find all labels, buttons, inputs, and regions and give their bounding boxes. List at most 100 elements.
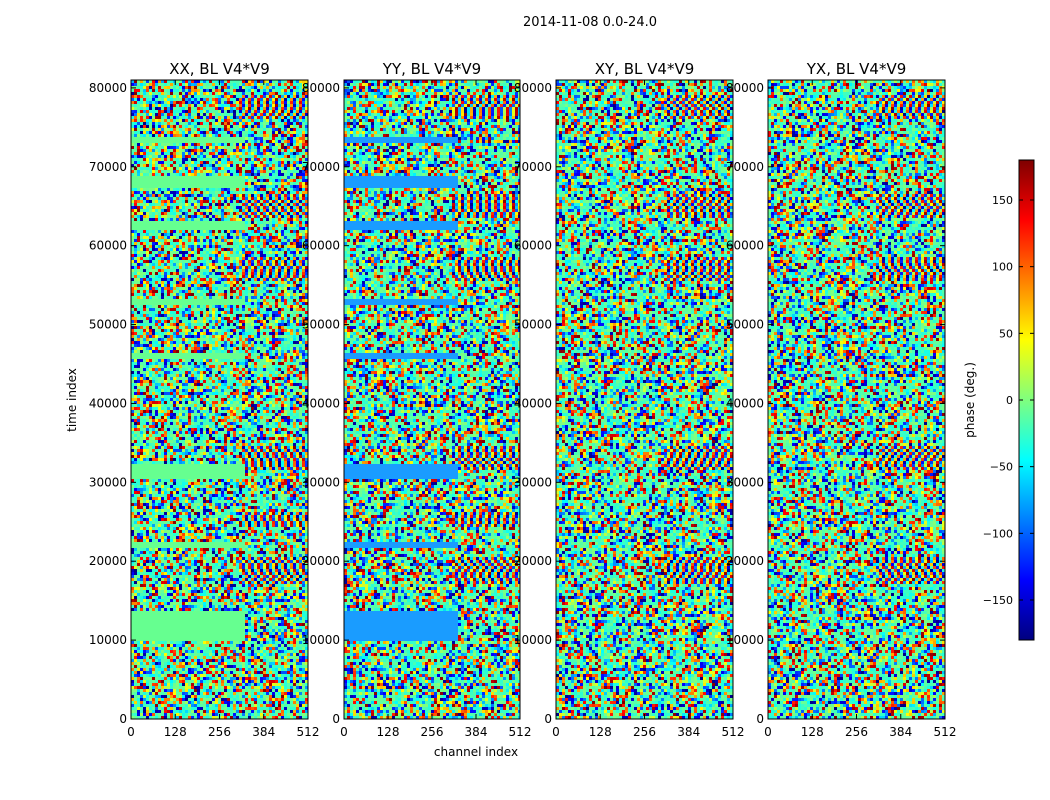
heatmap-cell bbox=[224, 311, 227, 314]
heatmap-cell bbox=[260, 227, 263, 230]
heatmap-cell bbox=[182, 116, 185, 119]
heatmap-cell bbox=[302, 290, 305, 293]
heatmap-cell bbox=[131, 140, 134, 143]
heatmap-cell bbox=[248, 146, 251, 149]
heatmap-cell bbox=[161, 194, 164, 197]
heatmap-cell bbox=[281, 296, 284, 299]
heatmap-cell bbox=[155, 92, 158, 95]
heatmap-cell bbox=[206, 239, 209, 242]
heatmap-cell bbox=[284, 110, 287, 113]
heatmap-cell bbox=[206, 332, 209, 335]
heatmap-cell bbox=[251, 83, 254, 86]
heatmap-cell bbox=[209, 137, 212, 140]
heatmap-cell bbox=[290, 239, 293, 242]
heatmap-cell bbox=[137, 86, 140, 89]
heatmap-cell bbox=[302, 185, 305, 188]
heatmap-cell bbox=[149, 203, 152, 206]
heatmap-cell bbox=[281, 194, 284, 197]
heatmap-cell bbox=[179, 218, 182, 221]
heatmap-cell bbox=[137, 230, 140, 233]
heatmap-cell bbox=[281, 218, 284, 221]
heatmap-cell bbox=[272, 308, 275, 311]
heatmap-cell bbox=[170, 212, 173, 215]
heatmap-cell bbox=[251, 155, 254, 158]
heatmap-cell bbox=[131, 122, 134, 125]
heatmap-cell bbox=[209, 152, 212, 155]
heatmap-cell bbox=[293, 251, 296, 254]
heatmap-cell bbox=[158, 284, 161, 287]
heatmap-cell bbox=[176, 236, 179, 239]
heatmap-cell bbox=[260, 170, 263, 173]
heatmap-cell bbox=[200, 212, 203, 215]
heatmap-cell bbox=[158, 233, 161, 236]
heatmap-cell bbox=[257, 224, 260, 227]
heatmap-cell bbox=[203, 218, 206, 221]
heatmap-cell bbox=[260, 302, 263, 305]
heatmap-cell bbox=[305, 290, 308, 293]
heatmap-cell bbox=[254, 179, 257, 182]
heatmap-cell bbox=[191, 323, 194, 326]
heatmap-cell bbox=[131, 119, 134, 122]
heatmap-cell bbox=[257, 188, 260, 191]
heatmap-cell bbox=[197, 107, 200, 110]
heatmap-cell bbox=[206, 152, 209, 155]
heatmap-cell bbox=[164, 308, 167, 311]
heatmap-cell bbox=[299, 248, 302, 251]
heatmap-cell bbox=[152, 203, 155, 206]
heatmap-cell bbox=[218, 224, 221, 227]
heatmap-cell bbox=[305, 281, 308, 284]
heatmap-cell bbox=[233, 320, 236, 323]
heatmap-cell bbox=[251, 125, 254, 128]
heatmap-cell bbox=[167, 320, 170, 323]
heatmap-cell bbox=[236, 83, 239, 86]
heatmap-cell bbox=[140, 146, 143, 149]
heatmap-cell bbox=[275, 215, 278, 218]
heatmap-cell bbox=[200, 152, 203, 155]
heatmap-cell bbox=[251, 101, 254, 104]
heatmap-cell bbox=[236, 260, 239, 263]
heatmap-cell bbox=[200, 236, 203, 239]
heatmap-cell bbox=[200, 131, 203, 134]
heatmap-cell bbox=[218, 188, 221, 191]
heatmap-cell bbox=[233, 92, 236, 95]
heatmap-cell bbox=[263, 218, 266, 221]
heatmap-cell bbox=[296, 95, 299, 98]
heatmap-cell bbox=[227, 275, 230, 278]
heatmap-cell bbox=[209, 131, 212, 134]
heatmap-cell bbox=[245, 137, 248, 140]
heatmap-cell bbox=[170, 323, 173, 326]
heatmap-cell bbox=[221, 308, 224, 311]
heatmap-cell bbox=[179, 242, 182, 245]
heatmap-cell bbox=[134, 143, 137, 146]
heatmap-cell bbox=[260, 164, 263, 167]
heatmap-cell bbox=[131, 212, 134, 215]
heatmap-cell bbox=[131, 305, 134, 308]
heatmap-cell bbox=[266, 311, 269, 314]
heatmap-cell bbox=[212, 266, 215, 269]
heatmap-cell bbox=[230, 113, 233, 116]
heatmap-cell bbox=[200, 227, 203, 230]
heatmap-cell bbox=[179, 128, 182, 131]
heatmap-cell bbox=[287, 272, 290, 275]
heatmap-cell bbox=[137, 254, 140, 257]
heatmap-cell bbox=[275, 245, 278, 248]
heatmap-cell bbox=[182, 131, 185, 134]
heatmap-cell bbox=[290, 236, 293, 239]
heatmap-cell bbox=[149, 119, 152, 122]
heatmap-cell bbox=[182, 152, 185, 155]
heatmap-cell bbox=[221, 143, 224, 146]
heatmap-cell bbox=[281, 140, 284, 143]
heatmap-cell bbox=[254, 119, 257, 122]
heatmap-cell bbox=[254, 209, 257, 212]
heatmap-cell bbox=[194, 191, 197, 194]
heatmap-cell bbox=[158, 263, 161, 266]
heatmap-cell bbox=[284, 143, 287, 146]
heatmap-cell bbox=[176, 272, 179, 275]
heatmap-cell bbox=[260, 206, 263, 209]
heatmap-cell bbox=[299, 86, 302, 89]
heatmap-cell bbox=[275, 119, 278, 122]
heatmap-cell bbox=[170, 104, 173, 107]
heatmap-cell bbox=[143, 149, 146, 152]
heatmap-cell bbox=[146, 266, 149, 269]
heatmap-cell bbox=[218, 221, 221, 224]
